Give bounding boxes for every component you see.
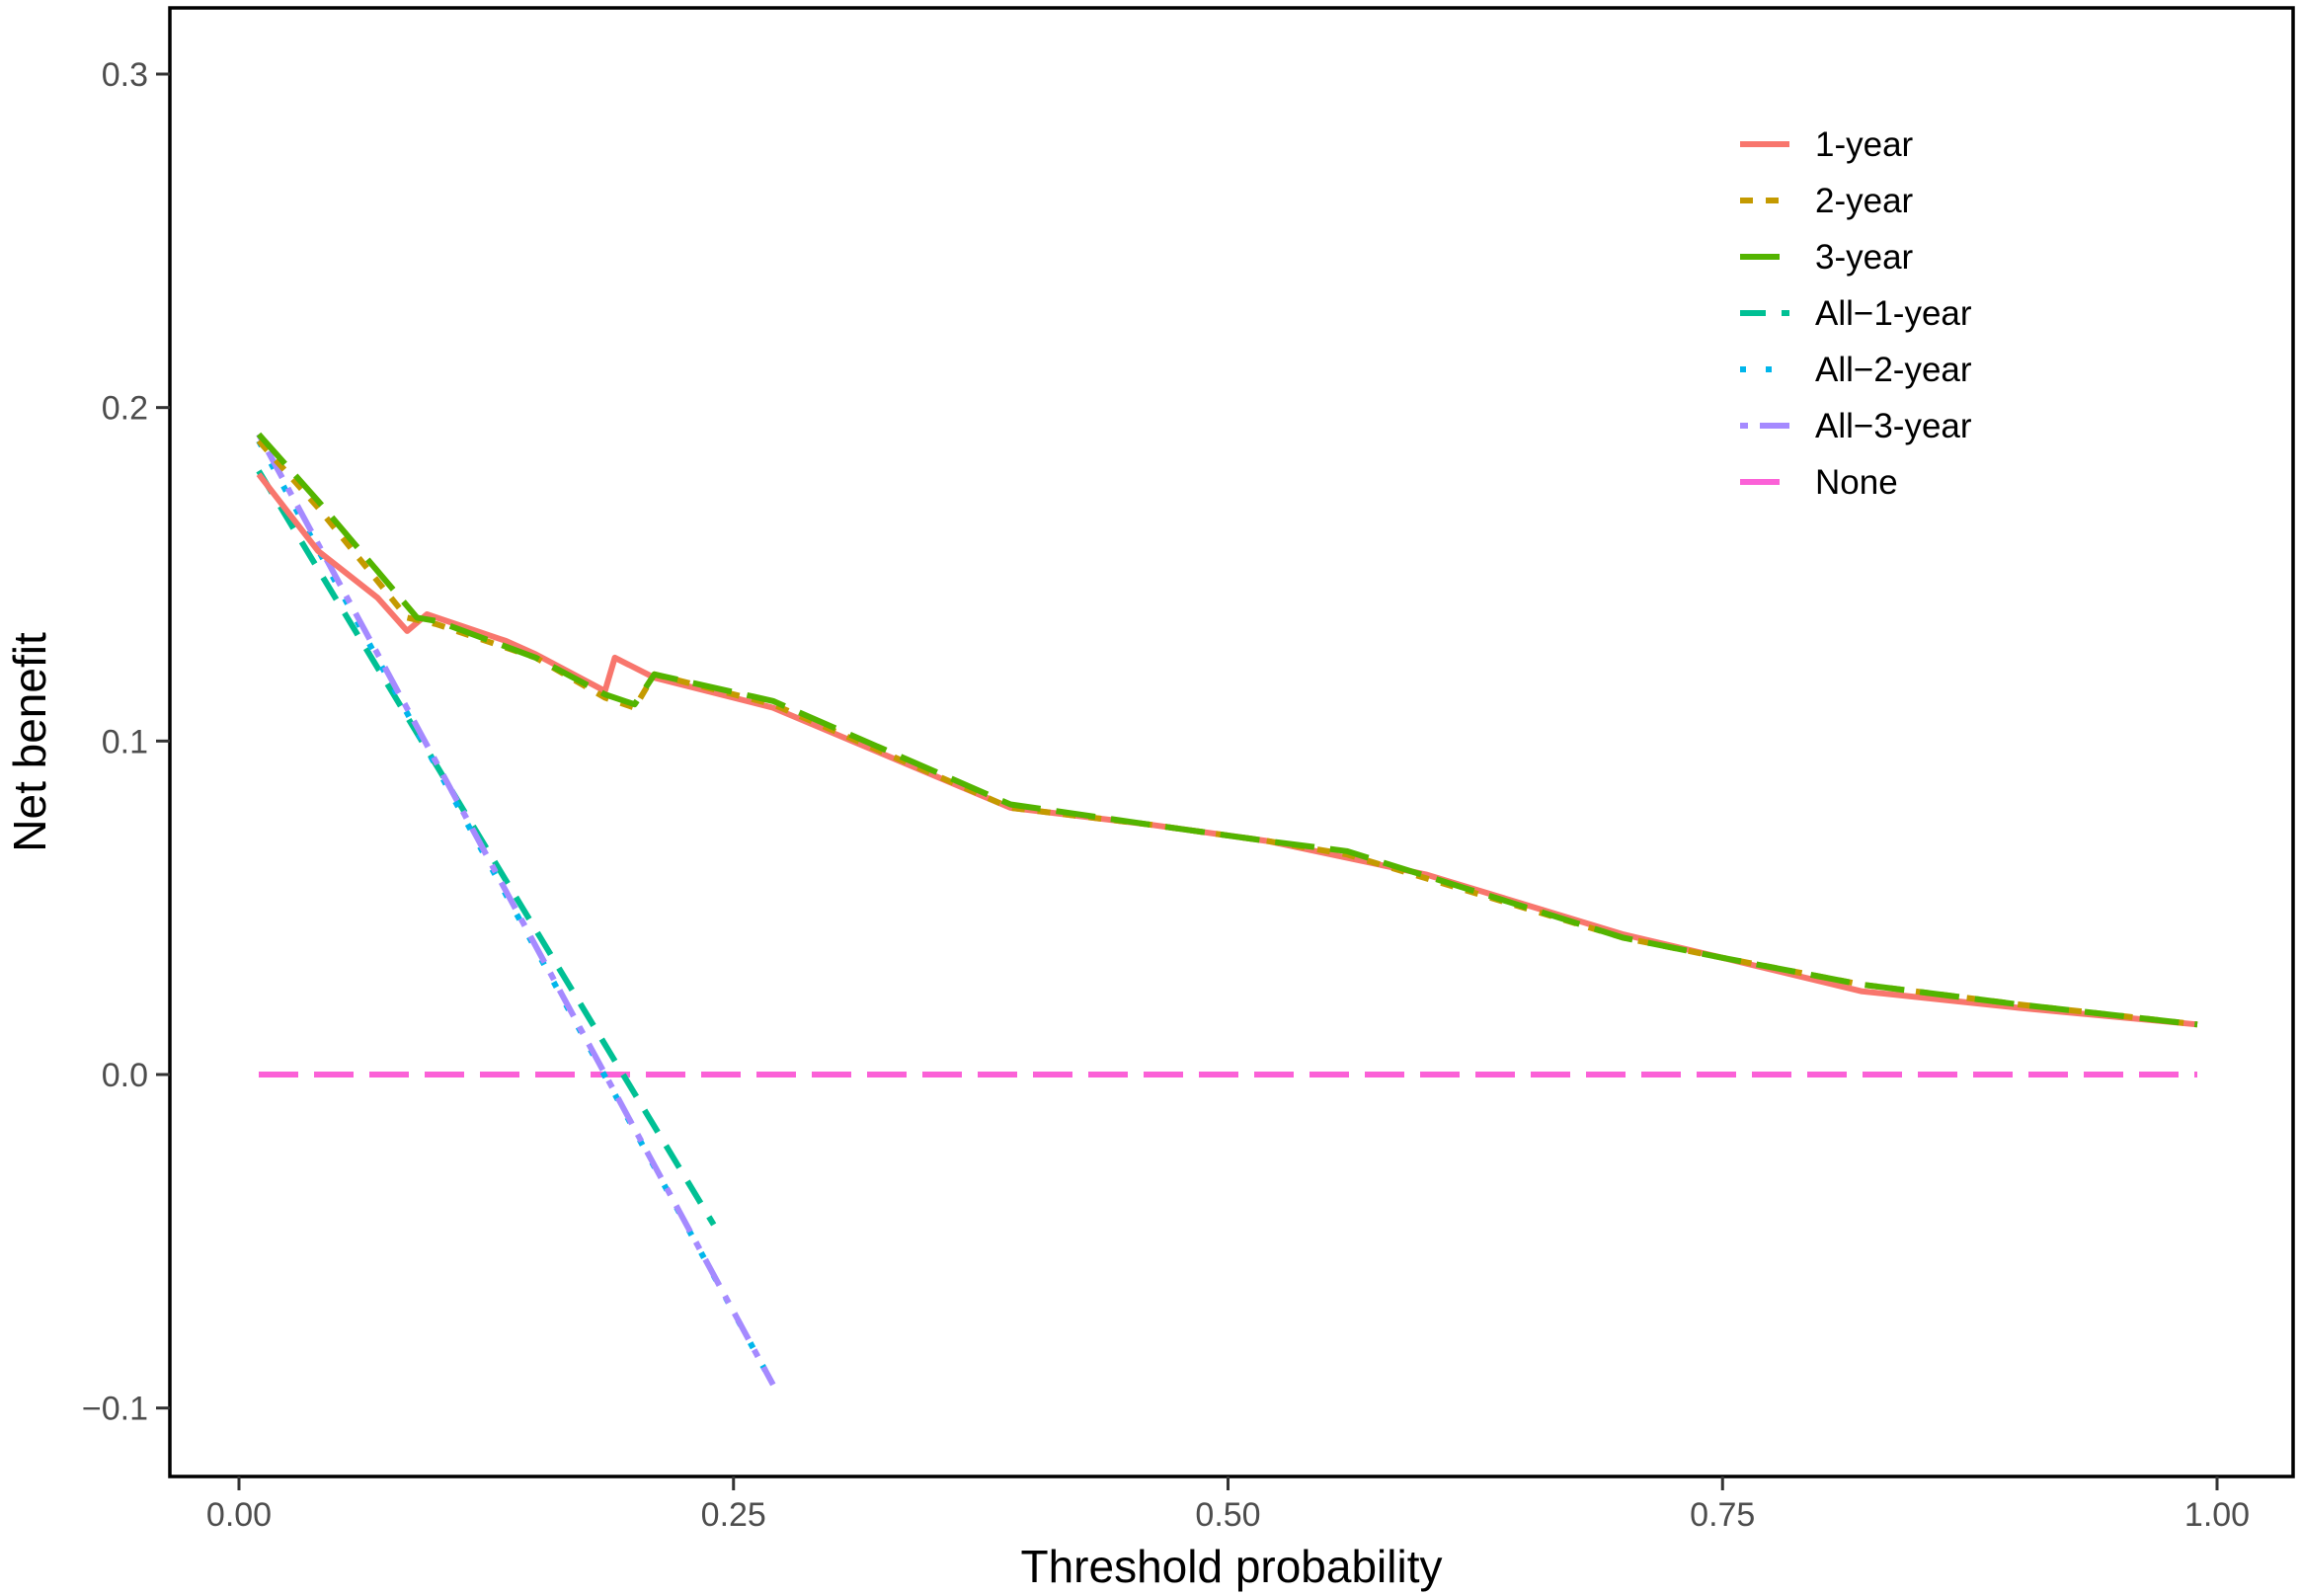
series-line-all-3-year [256,433,776,1387]
legend-label: 3-year [1815,238,1914,277]
x-tick-label: 0.00 [206,1496,272,1534]
legend-label: All−1-year [1815,294,1972,333]
legend-label: None [1815,463,1898,502]
legend-label: 2-year [1815,182,1914,220]
legend-label: All−3-year [1815,407,1972,445]
x-tick-label: 0.75 [1690,1496,1755,1534]
y-tick-label: 0.3 [102,56,148,94]
x-tick-label: 1.00 [2184,1496,2250,1534]
y-axis-title: Net benefit [4,632,55,852]
series-line-3-year [256,432,2198,1028]
y-axis: −0.1 0.0 0.1 0.2 0.3 [82,56,170,1428]
legend-label: All−2-year [1815,351,1972,389]
series-line-all-1-year [256,469,717,1227]
y-tick-label: 0.2 [102,390,148,428]
x-axis-title: Threshold probability [1020,1541,1442,1592]
x-axis: 0.00 0.25 0.50 0.75 1.00 [206,1476,2250,1534]
legend-label: 1-year [1815,125,1914,164]
legend: 1-year 2-year 3-year All−1-year All−2-year Al… [1740,125,1972,502]
y-tick-label: −0.1 [82,1391,148,1428]
x-tick-label: 0.25 [701,1496,766,1534]
y-tick-label: 0.1 [102,723,148,760]
x-tick-label: 0.50 [1195,1496,1260,1534]
series-layer [256,432,2198,1387]
y-tick-label: 0.0 [102,1057,148,1094]
